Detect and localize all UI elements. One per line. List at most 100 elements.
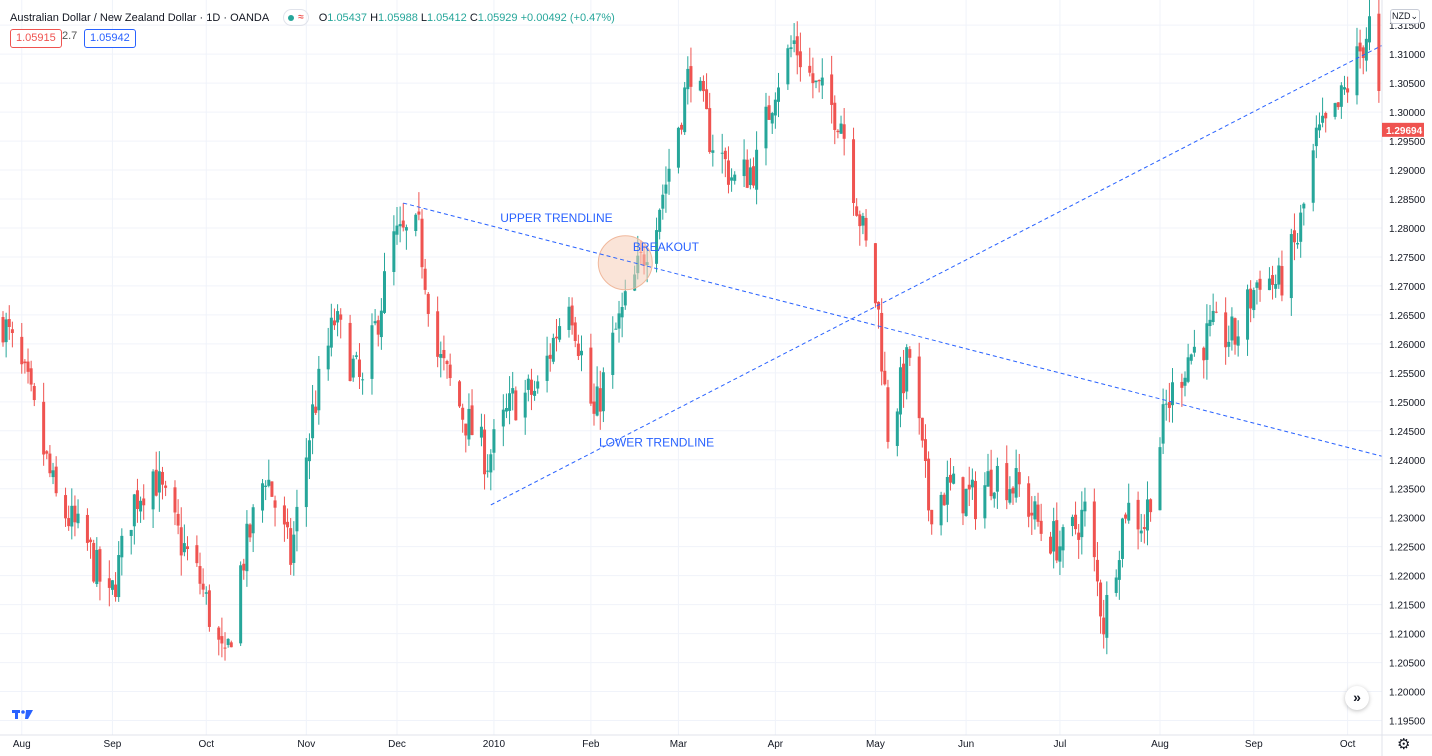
candle-body bbox=[764, 106, 768, 149]
candle-body bbox=[1367, 16, 1371, 43]
candle-body bbox=[273, 500, 277, 508]
candle-body bbox=[1055, 520, 1059, 561]
candle-body bbox=[970, 479, 974, 488]
candle-body bbox=[992, 492, 996, 499]
currency-selector[interactable]: NZD⌄ bbox=[1390, 9, 1420, 24]
candle-body bbox=[676, 127, 680, 168]
candle-body bbox=[573, 322, 577, 341]
spread-value: 2.7 bbox=[62, 30, 78, 42]
candle-body bbox=[820, 77, 824, 86]
price-tick-label: 1.25500 bbox=[1389, 369, 1426, 380]
candle-body bbox=[1192, 346, 1196, 353]
candle-body bbox=[830, 74, 834, 105]
price-tick-label: 1.23500 bbox=[1389, 485, 1426, 496]
candle-body bbox=[436, 311, 440, 357]
candle-body bbox=[1224, 312, 1228, 348]
candle-body bbox=[157, 471, 161, 493]
candle-body bbox=[595, 386, 599, 416]
candle-body bbox=[154, 469, 158, 496]
candle-body bbox=[370, 325, 374, 379]
tradingview-logo-icon[interactable] bbox=[11, 706, 35, 724]
candle-body bbox=[720, 152, 724, 154]
candle-body bbox=[514, 390, 518, 421]
candle-body bbox=[1186, 357, 1190, 382]
candle-body bbox=[470, 405, 474, 436]
candle-body bbox=[107, 578, 111, 588]
candle-body bbox=[551, 337, 555, 362]
candle-body bbox=[1099, 582, 1103, 617]
candle-body bbox=[501, 409, 505, 427]
candle-body bbox=[1189, 354, 1193, 361]
gear-icon[interactable]: ⚙ bbox=[1397, 736, 1411, 753]
candle-body bbox=[292, 534, 296, 563]
price-tick-label: 1.20000 bbox=[1389, 688, 1426, 699]
candle-body bbox=[917, 356, 921, 419]
double-chevron-right-icon[interactable]: » bbox=[1345, 686, 1369, 710]
candle-body bbox=[395, 225, 399, 235]
candle-body bbox=[120, 535, 124, 558]
grid bbox=[0, 0, 1382, 735]
candle-body bbox=[576, 343, 580, 356]
candle-body bbox=[329, 317, 333, 348]
candle-body bbox=[995, 465, 999, 492]
candle-body bbox=[1267, 278, 1271, 291]
candle-body bbox=[239, 565, 243, 644]
candle-body bbox=[536, 381, 540, 389]
candle-body bbox=[464, 423, 468, 436]
candle-body bbox=[548, 354, 552, 359]
candle-body bbox=[445, 361, 449, 365]
candle-body bbox=[185, 546, 189, 550]
candle-body bbox=[842, 124, 846, 139]
candle-body bbox=[773, 99, 777, 116]
candle-body bbox=[711, 150, 715, 153]
time-tick-label: Jun bbox=[958, 739, 974, 750]
candle-body bbox=[1102, 617, 1106, 635]
candle-body bbox=[207, 590, 211, 627]
candle-body bbox=[1074, 514, 1078, 530]
candle-body bbox=[1124, 514, 1128, 519]
lower-trendline[interactable] bbox=[490, 45, 1383, 506]
indicator-status[interactable]: ≈ bbox=[283, 9, 309, 26]
buy-price-button[interactable]: 1.05942 bbox=[84, 29, 136, 48]
sell-price-button[interactable]: 1.05915 bbox=[10, 29, 62, 48]
candle-body bbox=[392, 231, 396, 272]
candle-body bbox=[1252, 290, 1256, 311]
candle-body bbox=[726, 160, 730, 185]
candle-body bbox=[967, 484, 971, 490]
price-tick-label: 1.22000 bbox=[1389, 572, 1426, 583]
candle-body bbox=[248, 524, 252, 538]
candle-body bbox=[554, 336, 558, 339]
candle-body bbox=[895, 411, 899, 446]
candle-body bbox=[261, 483, 265, 511]
candle-body bbox=[570, 305, 574, 326]
candle-body bbox=[160, 471, 164, 485]
candle-body bbox=[1120, 518, 1124, 559]
price-tick-label: 1.19500 bbox=[1389, 717, 1426, 728]
candle-body bbox=[883, 370, 887, 385]
candle-body bbox=[1361, 47, 1365, 59]
candle-body bbox=[1202, 347, 1206, 361]
candle-body bbox=[545, 355, 549, 381]
candle-body bbox=[655, 230, 659, 264]
candle-body bbox=[376, 320, 380, 335]
candle-body bbox=[855, 206, 859, 216]
candle-body bbox=[589, 347, 593, 404]
candle-body bbox=[1277, 265, 1281, 285]
candle-body bbox=[1355, 46, 1359, 96]
candle-body bbox=[351, 358, 355, 378]
time-tick-label: 2010 bbox=[483, 739, 506, 750]
price-tick-label: 1.25000 bbox=[1389, 398, 1426, 409]
market-open-icon bbox=[288, 14, 295, 21]
price-axis: 1.31500 1.31000 1.30500 1.30000 1.29500 1.290… bbox=[1381, 0, 1426, 756]
candle-body bbox=[877, 301, 881, 310]
upper-trendline[interactable] bbox=[403, 202, 1383, 457]
candle-body bbox=[479, 426, 483, 438]
candle-body bbox=[42, 401, 46, 455]
candle-body bbox=[902, 363, 906, 394]
time-tick-label: Mar bbox=[670, 739, 688, 750]
candle-body bbox=[461, 407, 465, 420]
candle-body bbox=[723, 150, 727, 160]
candle-body bbox=[1302, 203, 1306, 209]
price-tick-label: 1.27000 bbox=[1389, 282, 1426, 293]
